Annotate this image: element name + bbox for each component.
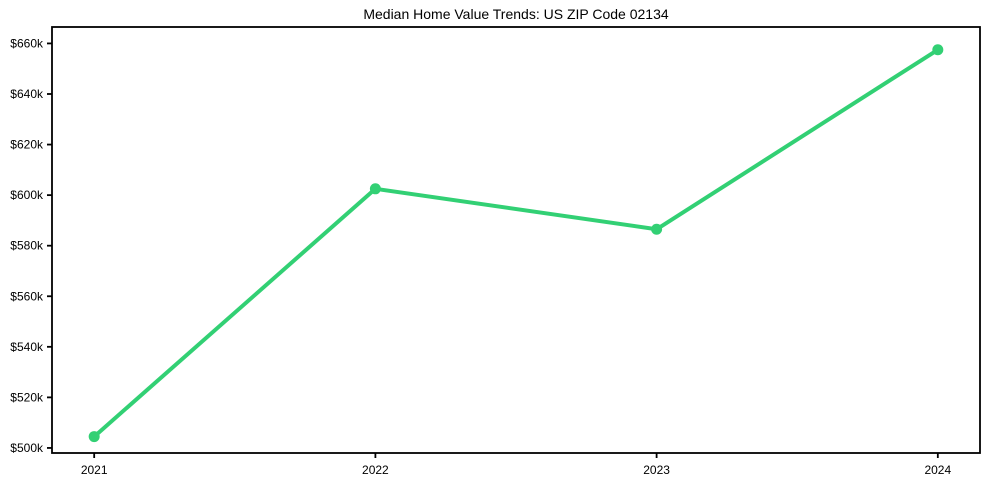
data-point xyxy=(369,183,381,195)
y-tick-label: $580k xyxy=(10,239,44,253)
y-tick-label: $620k xyxy=(10,138,44,152)
y-tick-label: $540k xyxy=(10,340,44,354)
chart-title: Median Home Value Trends: US ZIP Code 02… xyxy=(363,6,669,22)
x-tick-label: 2022 xyxy=(362,463,389,477)
y-tick-label: $660k xyxy=(10,36,44,50)
data-point xyxy=(932,44,944,56)
y-tick-label: $520k xyxy=(10,390,44,404)
x-tick-label: 2023 xyxy=(643,463,670,477)
y-tick-label: $500k xyxy=(10,441,44,455)
trend-line xyxy=(92,47,940,439)
x-tick-label: 2021 xyxy=(81,463,108,477)
data-point xyxy=(651,223,663,235)
y-tick-label: $640k xyxy=(10,87,44,101)
plot-border xyxy=(51,26,981,454)
x-tick-label: 2024 xyxy=(924,463,951,477)
y-tick-label: $600k xyxy=(10,188,44,202)
data-point xyxy=(88,431,100,443)
y-tick-label: $560k xyxy=(10,289,44,303)
